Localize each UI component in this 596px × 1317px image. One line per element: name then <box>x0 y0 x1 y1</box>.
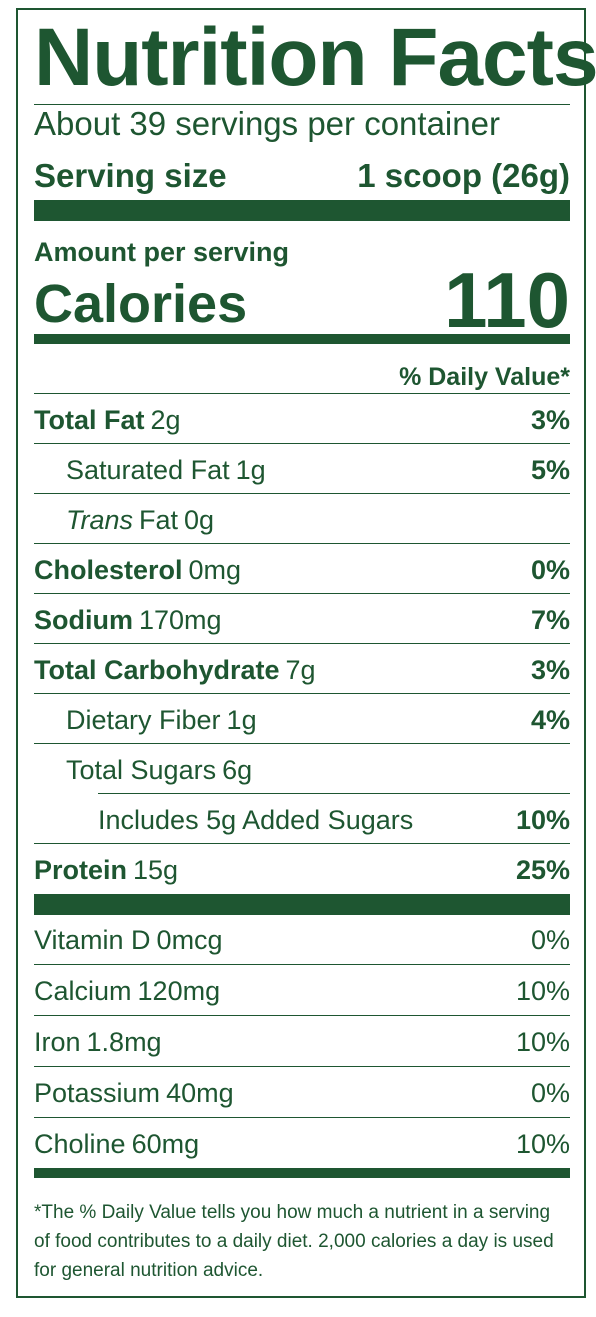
vitamin-name: Potassium <box>34 1077 161 1108</box>
vitamin-amount: 60mg <box>131 1128 200 1159</box>
vitamin-daily-value: 0% <box>530 1077 570 1108</box>
nutrient-row-total-carbohydrate: Total Carbohydrate 7g 3% <box>34 650 570 690</box>
vitamin-name: Iron <box>34 1026 81 1057</box>
nutrient-divider <box>34 693 570 694</box>
nutrient-name-italic: Trans <box>66 504 134 535</box>
servings-per-container: About 39 servings per container <box>34 105 500 142</box>
vitamin-name: Vitamin D <box>34 924 151 955</box>
label-title: Nutrition Facts <box>34 12 596 103</box>
nutrient-name: Saturated Fat <box>66 454 230 485</box>
nutrient-name: Fat <box>139 504 179 535</box>
calories-label: Calories <box>34 274 248 334</box>
nutrition-facts-label: Nutrition Facts About 39 servings per co… <box>16 8 596 1298</box>
nutrient-name: Dietary Fiber <box>66 704 221 735</box>
vitamin-daily-value: 10% <box>515 1128 570 1159</box>
nutrient-amount: 7g <box>285 654 316 685</box>
nutrient-amount: 1g <box>226 704 257 735</box>
title-divider <box>34 104 570 105</box>
nutrient-amount: 6g <box>222 754 253 785</box>
nutrient-divider <box>34 843 570 844</box>
nutrient-row-total-fat: Total Fat 2g 3% <box>34 400 570 440</box>
nutrient-row-added-sugars: Includes 5g Added Sugars 10% <box>34 800 570 840</box>
vitamin-divider <box>34 1117 570 1118</box>
calories-value: 110 <box>444 256 570 344</box>
nutrient-divider <box>34 443 570 444</box>
nutrient-amount: 0g <box>184 504 215 535</box>
vitamin-name: Choline <box>34 1128 126 1159</box>
calories-row: Calories 110 <box>34 260 570 340</box>
nutrient-row-saturated-fat: Saturated Fat 1g 5% <box>34 450 570 490</box>
nutrient-row-total-sugars: Total Sugars 6g <box>34 750 570 790</box>
footnote: *The % Daily Value tells you how much a … <box>34 1202 554 1281</box>
vitamin-amount: 40mg <box>166 1077 234 1108</box>
nutrient-amount: 1g <box>235 454 266 485</box>
nutrient-daily-value: 3% <box>530 404 570 435</box>
nutrient-amount: 170mg <box>139 604 222 635</box>
vitamin-divider <box>34 964 570 965</box>
nutrient-amount: 15g <box>133 854 179 885</box>
vitamin-daily-value: 0% <box>530 924 570 955</box>
nutrient-row-sodium: Sodium 170mg 7% <box>34 600 570 640</box>
vitamin-row-choline: Choline 60mg 10% <box>34 1124 570 1164</box>
vitamin-row-potassium: Potassium 40mg 0% <box>34 1073 570 1113</box>
vitamin-row-iron: Iron 1.8mg 10% <box>34 1022 570 1062</box>
vitamin-name: Calcium <box>34 975 132 1006</box>
nutrient-divider <box>34 743 570 744</box>
thick-divider-top <box>34 200 570 221</box>
nutrient-daily-value: 25% <box>515 854 570 885</box>
nutrient-daily-value: 10% <box>515 804 570 835</box>
medium-divider <box>34 334 570 344</box>
vitamin-daily-value: 10% <box>515 975 570 1006</box>
amount-per-serving: Amount per serving <box>34 237 290 267</box>
serving-size-value: 1 scoop (26g) <box>357 157 570 194</box>
nutrient-daily-value: 4% <box>530 704 570 735</box>
vitamin-amount: 1.8mg <box>86 1026 162 1057</box>
nutrient-row-dietary-fiber: Dietary Fiber 1g 4% <box>34 700 570 740</box>
nutrient-name: Sodium <box>34 604 133 635</box>
medium-divider-bottom <box>34 1168 570 1178</box>
nutrient-daily-value: 3% <box>530 654 570 685</box>
vitamin-divider <box>34 1015 570 1016</box>
vitamin-daily-value: 10% <box>515 1026 570 1057</box>
nutrient-amount: 2g <box>150 404 181 435</box>
thick-divider-middle <box>34 894 570 915</box>
nutrient-divider <box>34 493 570 494</box>
nutrient-row-cholesterol: Cholesterol 0mg 0% <box>34 550 570 590</box>
nutrient-name: Includes 5g Added Sugars <box>98 804 414 835</box>
daily-value-header: % Daily Value* <box>399 363 570 391</box>
nutrient-divider <box>34 543 570 544</box>
nutrient-divider <box>98 793 570 794</box>
nutrient-divider <box>34 593 570 594</box>
nutrient-divider <box>34 643 570 644</box>
nutrient-daily-value: 7% <box>530 604 570 635</box>
nutrient-name: Total Fat <box>34 404 145 435</box>
vitamin-amount: 0mcg <box>156 924 223 955</box>
nutrient-daily-value: 5% <box>530 454 570 485</box>
nutrient-name: Protein <box>34 854 128 885</box>
vitamin-amount: 120mg <box>137 975 221 1006</box>
vitamin-row-vitamin-d: Vitamin D 0mcg 0% <box>34 920 570 960</box>
serving-size-label: Serving size <box>34 157 227 194</box>
nutrient-daily-value: 0% <box>530 554 570 585</box>
nutrient-row-trans-fat: Trans Fat 0g <box>34 500 570 540</box>
nutrient-name: Total Carbohydrate <box>34 654 280 685</box>
nutrient-amount: 0mg <box>188 554 242 585</box>
vitamin-row-calcium: Calcium 120mg 10% <box>34 971 570 1011</box>
nutrient-divider <box>34 393 570 394</box>
nutrient-name: Cholesterol <box>34 554 183 585</box>
nutrient-row-protein: Protein 15g 25% <box>34 850 570 890</box>
nutrient-name: Total Sugars <box>66 754 217 785</box>
serving-size-row: Serving size 1 scoop (26g) <box>34 154 570 198</box>
vitamin-divider <box>34 1066 570 1067</box>
